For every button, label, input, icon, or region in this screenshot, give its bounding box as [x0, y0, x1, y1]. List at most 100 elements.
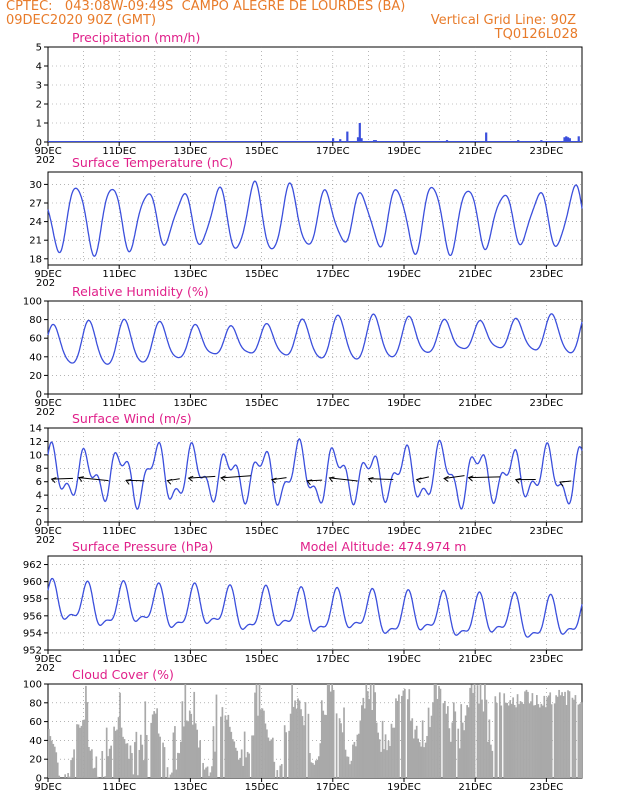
cloud-bar: [464, 715, 467, 778]
cloud-bar: [279, 765, 282, 778]
cloud-bar: [243, 731, 246, 778]
y-tick-label: 100: [23, 680, 42, 691]
wind-arrowhead: [77, 476, 84, 482]
y-tick-label: 3: [36, 81, 42, 92]
y-tick-label: 4: [36, 62, 42, 73]
x-tick-label: 21DEC: [458, 146, 492, 157]
cloud-bar: [515, 707, 517, 778]
x-tick-label: 19DEC: [387, 526, 421, 537]
wind-arrowhead: [443, 475, 449, 482]
y-tick-label: 0: [36, 390, 42, 401]
cloud-bar: [353, 741, 356, 778]
cloud-bar: [144, 701, 147, 778]
cloud-bar: [214, 751, 216, 778]
cloud-bar: [338, 718, 341, 778]
wind-arrow: [368, 478, 394, 480]
y-tick-label: 24: [29, 217, 42, 228]
cloud-bar: [221, 707, 224, 778]
wind-arrowhead: [270, 477, 277, 484]
cloud-bar: [319, 743, 322, 778]
cloud-bar: [344, 749, 347, 778]
y-tick-label: 14: [29, 424, 42, 435]
cloud-bar: [412, 738, 415, 778]
header-location: CPTEC: 043:08W-09:49S CAMPO ALEGRE DE LO…: [6, 0, 406, 14]
wind-arrow: [221, 475, 251, 479]
cloud-bar: [389, 746, 391, 778]
cloud-bar: [372, 684, 375, 778]
panel-title-cloud: Cloud Cover (%): [72, 667, 174, 682]
cloud-bar: [421, 720, 424, 778]
y-tick-label: 100: [23, 297, 42, 308]
cloud-bar: [392, 727, 394, 778]
cloud-bar: [482, 711, 485, 778]
y-tick-label: 20: [29, 371, 42, 382]
y-tick-label: 80: [29, 315, 42, 326]
precip-bar: [356, 137, 360, 142]
y-tick-label: 1: [36, 119, 42, 130]
cloud-bar: [547, 695, 550, 778]
cloud-bar: [525, 689, 528, 778]
cloud-bar: [335, 713, 338, 778]
precip-bar: [568, 138, 571, 142]
wind-arrowhead: [467, 475, 474, 482]
cloud-bar: [484, 684, 486, 778]
year-label: 202: [36, 407, 55, 418]
y-tick-label: 5: [36, 43, 42, 54]
cloud-bar: [139, 734, 142, 778]
cloud-bar: [177, 752, 179, 778]
precip-bar: [360, 138, 363, 142]
cloud-bar: [212, 726, 215, 778]
cloud-bar: [414, 729, 417, 778]
cloud-bar: [401, 695, 403, 778]
cloud-bar: [273, 761, 276, 778]
cloud-bar: [365, 684, 368, 778]
cloud-bar: [454, 711, 457, 778]
x-tick-label: 9DEC: [34, 654, 61, 665]
cloud-bar: [70, 760, 72, 778]
cloud-bar: [255, 684, 258, 778]
x-tick-label: 15DEC: [245, 398, 279, 409]
cloud-bar: [233, 741, 236, 778]
wind-arrowhead: [367, 477, 374, 483]
wind-arrowhead: [166, 478, 173, 485]
cloud-bar: [390, 723, 393, 778]
cloud-bar: [71, 757, 74, 778]
cloud-bar: [513, 704, 516, 778]
year-label: 202: [36, 278, 55, 289]
wind-arrowhead: [514, 478, 521, 484]
panel-title-rh: Relative Humidity (%): [72, 284, 209, 299]
cloud-bar: [187, 721, 190, 778]
x-tick-label: 21DEC: [458, 782, 492, 793]
cloud-bar: [512, 697, 514, 778]
cloud-bar: [150, 722, 153, 778]
cloud-bar: [473, 684, 476, 778]
cloud-bar: [438, 686, 440, 778]
cloud-bar: [134, 742, 136, 778]
cloud-bar: [117, 717, 120, 778]
x-tick-label: 13DEC: [174, 654, 208, 665]
panel-frame-rh: [47, 300, 583, 395]
cloud-bar: [215, 694, 218, 778]
header-grid-line: Vertical Grid Line: 90Z: [430, 13, 576, 28]
cloud-bar: [331, 684, 333, 778]
cloud-bar: [96, 776, 99, 778]
cloud-bar: [404, 688, 406, 778]
cloud-bar: [522, 703, 525, 778]
cloud-bar: [240, 749, 243, 778]
cloud-bar: [95, 756, 98, 778]
cloud-bar: [430, 715, 433, 778]
cloud-bar: [242, 765, 244, 778]
cloud-bar: [68, 776, 71, 778]
cloud-bar: [398, 694, 400, 778]
cloud-bar: [346, 756, 348, 778]
x-tick-label: 19DEC: [387, 398, 421, 409]
cloud-bar: [550, 704, 553, 778]
cloud-bar: [48, 729, 50, 778]
cloud-bar: [191, 724, 194, 778]
x-tick-label: 9DEC: [34, 269, 61, 280]
cloud-bar: [368, 699, 371, 778]
cloud-bar: [427, 707, 430, 778]
cloud-bar: [251, 735, 253, 778]
cloud-bar: [234, 747, 237, 778]
